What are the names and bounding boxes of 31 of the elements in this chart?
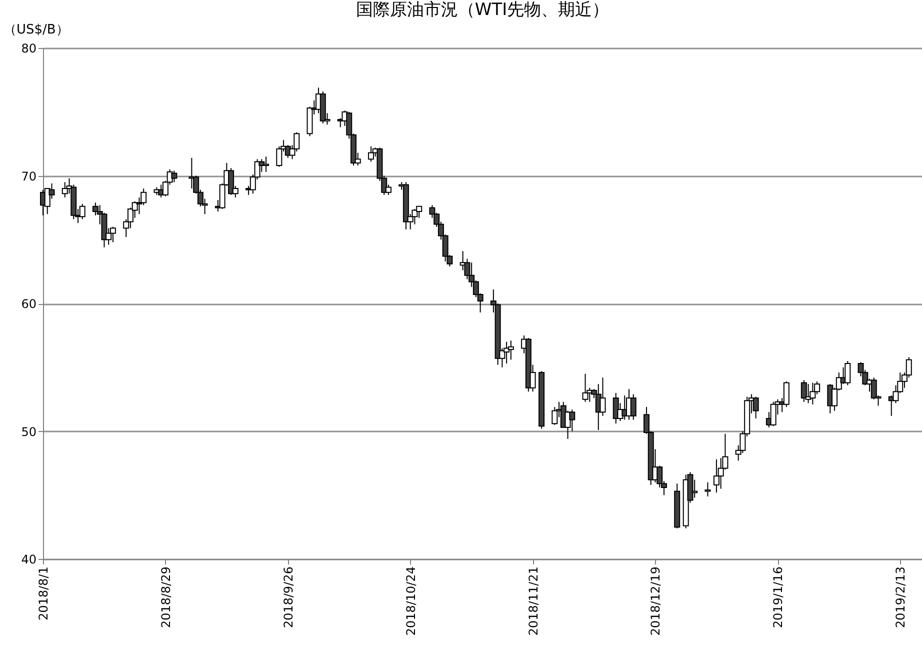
x-tick-label: 2018/10/24 [404,566,418,636]
candlestick [508,340,514,360]
chart-title: 国際原油市況（WTI先物、期近） [356,0,610,20]
candlestick [79,203,86,220]
y-tick-label: 80 [21,42,36,56]
candlestick [171,170,178,183]
candlestick [62,182,68,198]
x-tick-label: 2019/2/13 [894,566,908,628]
candlestick [552,406,558,426]
y-axis-title: （US$/B） [4,22,69,38]
candlestick [752,396,759,419]
candlestick [704,482,711,497]
x-tick-label: 2019/1/16 [771,566,786,628]
x-tick-label: 2018/11/21 [526,566,540,636]
candlestick [368,146,374,162]
x-tick-label: 2018/8/29 [158,566,173,628]
x-tick-label: 2018/9/26 [281,566,296,628]
candlestick [582,373,588,402]
y-tick-label: 40 [21,552,36,566]
x-tick-label: 2018/12/19 [648,566,663,636]
candlestick [600,377,606,416]
candlestick [810,382,816,405]
candlestick [110,226,116,243]
candlestick [569,409,576,432]
y-tick-label: 50 [21,424,36,439]
candlestick [844,360,851,386]
x-tick-label: 2018/8/1 [36,566,50,620]
candlestick [630,394,636,420]
y-tick-label: 60 [21,297,36,311]
y-tick-label: 70 [21,169,36,184]
candlestick [770,401,776,427]
